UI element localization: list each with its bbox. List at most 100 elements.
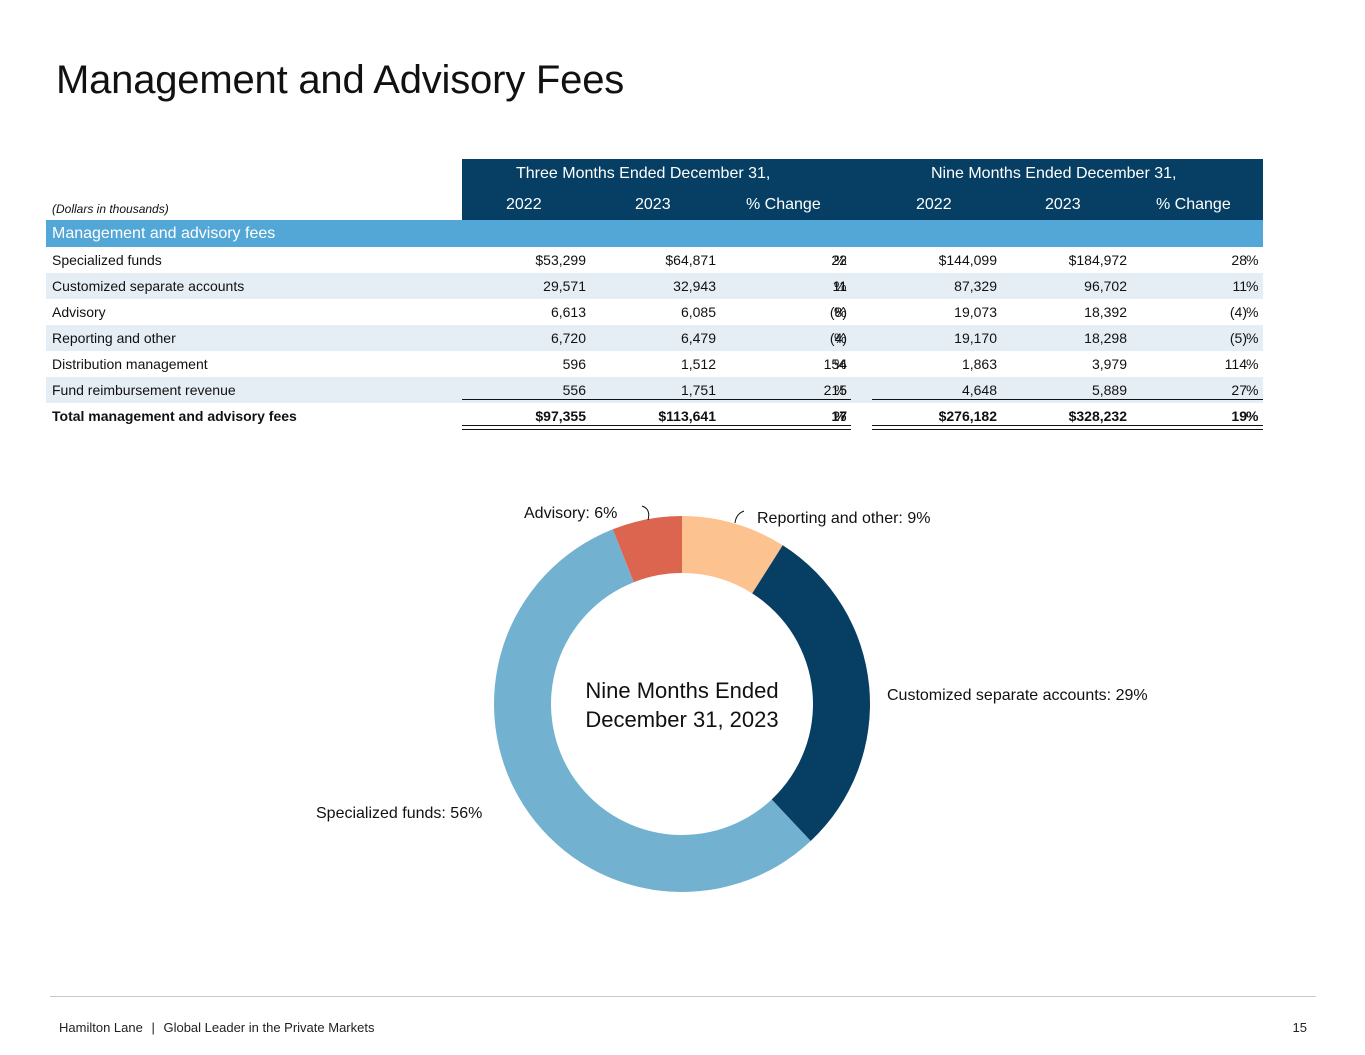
footer-company: Hamilton Lane bbox=[59, 1020, 143, 1035]
row-label: Fund reimbursement revenue bbox=[52, 382, 236, 398]
nine-2023: 3,979 bbox=[1091, 356, 1127, 372]
three-2023: 32,943 bbox=[673, 278, 716, 294]
table-row: Fund reimbursement revenue 556 1,751 215% 4,… bbox=[46, 377, 1263, 403]
three-2023: $64,871 bbox=[665, 252, 716, 268]
leader-reporting bbox=[734, 510, 745, 524]
three-2023: 1,751 bbox=[680, 382, 716, 398]
slice-reporting-and-other bbox=[682, 516, 783, 594]
row-label: Reporting and other bbox=[52, 330, 176, 346]
label-reporting: Reporting and other: 9% bbox=[757, 510, 931, 527]
three-2022: 6,720 bbox=[550, 330, 586, 346]
pct-sign: % bbox=[834, 278, 847, 294]
center-line-1: Nine Months Ended bbox=[585, 678, 779, 703]
footer-tagline: Global Leader in the Private Markets bbox=[163, 1020, 375, 1035]
total-top-rule bbox=[872, 399, 1263, 400]
nine-change: (5) bbox=[1229, 330, 1247, 346]
page-title: Management and Advisory Fees bbox=[56, 58, 625, 102]
section-header: Management and advisory fees bbox=[46, 220, 1263, 247]
section-label: Management and advisory fees bbox=[52, 225, 276, 242]
slice-advisory bbox=[612, 516, 682, 583]
slice-customized-separate-accounts bbox=[752, 545, 870, 842]
nine-2022: 19,170 bbox=[954, 330, 997, 346]
total-nine-2022: $276,182 bbox=[938, 408, 997, 424]
total-top-rule bbox=[462, 399, 851, 400]
three-2022: $53,299 bbox=[535, 252, 586, 268]
label-advisory: Advisory: 6% bbox=[524, 505, 618, 522]
col-nine-2022: 2022 bbox=[916, 196, 952, 213]
three-change: (4) bbox=[829, 330, 847, 346]
pct-sign: % bbox=[1246, 330, 1259, 346]
pct-sign: % bbox=[834, 408, 847, 424]
footer-text: Hamilton Lane | Global Leader in the Pri… bbox=[59, 1020, 374, 1035]
three-2022: 6,613 bbox=[550, 304, 586, 320]
col-nine-2023: 2023 bbox=[1045, 196, 1081, 213]
total-double-rule bbox=[462, 425, 851, 430]
pct-sign: % bbox=[834, 252, 847, 268]
units-note: (Dollars in thousands) bbox=[52, 202, 169, 216]
nine-2023: 5,889 bbox=[1091, 382, 1127, 398]
pct-sign: % bbox=[1246, 382, 1259, 398]
col-nine-change: % Change bbox=[1156, 196, 1231, 213]
pct-sign: % bbox=[834, 382, 847, 398]
col-three-2023: 2023 bbox=[635, 196, 671, 213]
pct-sign: % bbox=[1246, 278, 1259, 294]
total-double-rule bbox=[872, 425, 1263, 430]
pct-sign: % bbox=[834, 304, 847, 320]
nine-2022: $144,099 bbox=[938, 252, 997, 268]
nine-change: 27 bbox=[1231, 382, 1247, 398]
nine-change: (4) bbox=[1229, 304, 1247, 320]
three-change: 22 bbox=[831, 252, 847, 268]
nine-2022: 4,648 bbox=[961, 382, 997, 398]
three-2023: 6,479 bbox=[680, 330, 716, 346]
three-2023: 6,085 bbox=[680, 304, 716, 320]
three-months-header: Three Months Ended December 31, bbox=[516, 165, 771, 182]
pct-sign: % bbox=[834, 356, 847, 372]
nine-change: 28 bbox=[1231, 252, 1247, 268]
total-label: Total management and advisory fees bbox=[52, 408, 297, 424]
three-change: (8) bbox=[829, 304, 847, 320]
table-group-header: Three Months Ended December 31, Nine Mon… bbox=[46, 159, 1263, 220]
total-three-2022: $97,355 bbox=[535, 408, 586, 424]
total-three-2023: $113,641 bbox=[658, 408, 716, 424]
slice-specialized-funds bbox=[493, 529, 811, 892]
col-three-change: % Change bbox=[746, 196, 821, 213]
total-nine-change: 19 bbox=[1231, 408, 1247, 424]
total-row: Total management and advisory fees $97,3… bbox=[46, 403, 1263, 429]
pct-sign: % bbox=[834, 330, 847, 346]
nine-months-header: Nine Months Ended December 31, bbox=[931, 165, 1177, 182]
row-label: Customized separate accounts bbox=[52, 278, 245, 294]
three-2022: 556 bbox=[562, 382, 586, 398]
three-change: 11 bbox=[832, 278, 847, 294]
label-customized: Customized separate accounts: 29% bbox=[887, 687, 1148, 704]
label-specialized: Specialized funds: 56% bbox=[316, 805, 483, 822]
nine-2023: $184,972 bbox=[1068, 252, 1127, 268]
nine-2022: 1,863 bbox=[961, 356, 997, 372]
table-column-header: (Dollars in thousands) 2022 2023 % Chang… bbox=[46, 189, 1263, 220]
pct-sign: % bbox=[1246, 356, 1259, 372]
total-three-change: 17 bbox=[831, 408, 847, 424]
pct-sign: % bbox=[1246, 408, 1259, 424]
table-row: Customized separate accounts 29,571 32,943… bbox=[46, 273, 1263, 299]
table-row: Reporting and other 6,720 6,479 (4)% 19,170 1… bbox=[46, 325, 1263, 351]
three-change: 215 bbox=[823, 382, 847, 398]
row-label: Advisory bbox=[52, 304, 106, 320]
total-nine-2023: $328,232 bbox=[1068, 408, 1127, 424]
table-row: Advisory 6,613 6,085 (8)% 19,073 18,392 (4)% bbox=[46, 299, 1263, 325]
nine-2023: 18,298 bbox=[1084, 330, 1127, 346]
three-2023: 1,512 bbox=[680, 356, 716, 372]
page-number: 15 bbox=[1292, 1020, 1307, 1035]
col-three-2022: 2022 bbox=[506, 196, 542, 213]
pct-sign: % bbox=[1246, 304, 1259, 320]
nine-2023: 18,392 bbox=[1084, 304, 1127, 320]
row-label: Specialized funds bbox=[52, 252, 162, 268]
footer-separator: | bbox=[151, 1020, 155, 1035]
donut-center-label: Nine Months Ended December 31, 2023 bbox=[552, 676, 812, 734]
nine-change: 114 bbox=[1224, 356, 1247, 372]
header-band bbox=[462, 159, 1263, 220]
nine-2022: 87,329 bbox=[954, 278, 997, 294]
three-2022: 29,571 bbox=[543, 278, 586, 294]
nine-change: 11 bbox=[1232, 278, 1247, 294]
row-label: Distribution management bbox=[52, 356, 208, 372]
table-row: Distribution management 596 1,512 154% 1,863… bbox=[46, 351, 1263, 377]
